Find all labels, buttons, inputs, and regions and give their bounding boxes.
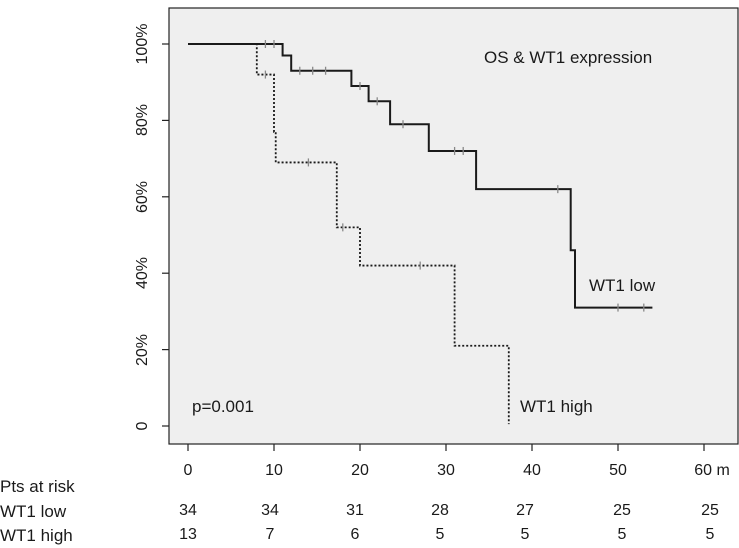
risk-row-label-high: WT1 high [0, 526, 73, 545]
survival-line-wt1-low [188, 43, 653, 309]
p-value-label: p=0.001 [192, 397, 254, 416]
risk-value: 7 [265, 526, 275, 543]
x-tick-label: 20 [351, 462, 369, 479]
x-tick-label: 10 [265, 462, 283, 479]
chart-title: OS & WT1 expression [484, 48, 653, 67]
risk-value: 13 [179, 526, 197, 543]
y-tick-label: 100% [134, 23, 151, 65]
y-axis-ticks [162, 43, 169, 427]
x-tick-label: 60 m [694, 462, 730, 479]
survival-curves [188, 40, 653, 425]
risk-value: 6 [350, 526, 360, 543]
risk-table-title: Pts at risk [0, 477, 75, 496]
x-tick-label: 40 [523, 462, 541, 479]
series-label-wt1-high: WT1 high [520, 397, 593, 416]
risk-value: 25 [613, 502, 631, 519]
y-tick-label: 60% [134, 180, 151, 213]
x-tick-label: 0 [183, 462, 193, 479]
x-tick-label: 30 [437, 462, 455, 479]
risk-value: 27 [516, 502, 534, 519]
x-tick-label: 50 [609, 462, 627, 479]
x-axis-ticks [187, 444, 705, 451]
risk-value: 34 [179, 502, 197, 519]
risk-value: 34 [261, 502, 279, 519]
y-tick-label: 80% [134, 104, 151, 137]
risk-value: 25 [701, 502, 719, 519]
plot-area [168, 7, 739, 445]
risk-value: 5 [520, 526, 530, 543]
y-tick-label: 0 [134, 421, 151, 431]
risk-value: 28 [431, 502, 449, 519]
risk-row-label-low: WT1 low [0, 502, 67, 521]
y-tick-label: 40% [134, 257, 151, 290]
risk-value: 5 [705, 526, 715, 543]
series-label-wt1-low: WT1 low [589, 276, 656, 295]
survival-line-wt1-high [188, 43, 510, 425]
risk-value: 5 [617, 526, 627, 543]
y-tick-label: 20% [134, 333, 151, 366]
risk-value: 5 [435, 526, 445, 543]
risk-value: 31 [346, 502, 364, 519]
